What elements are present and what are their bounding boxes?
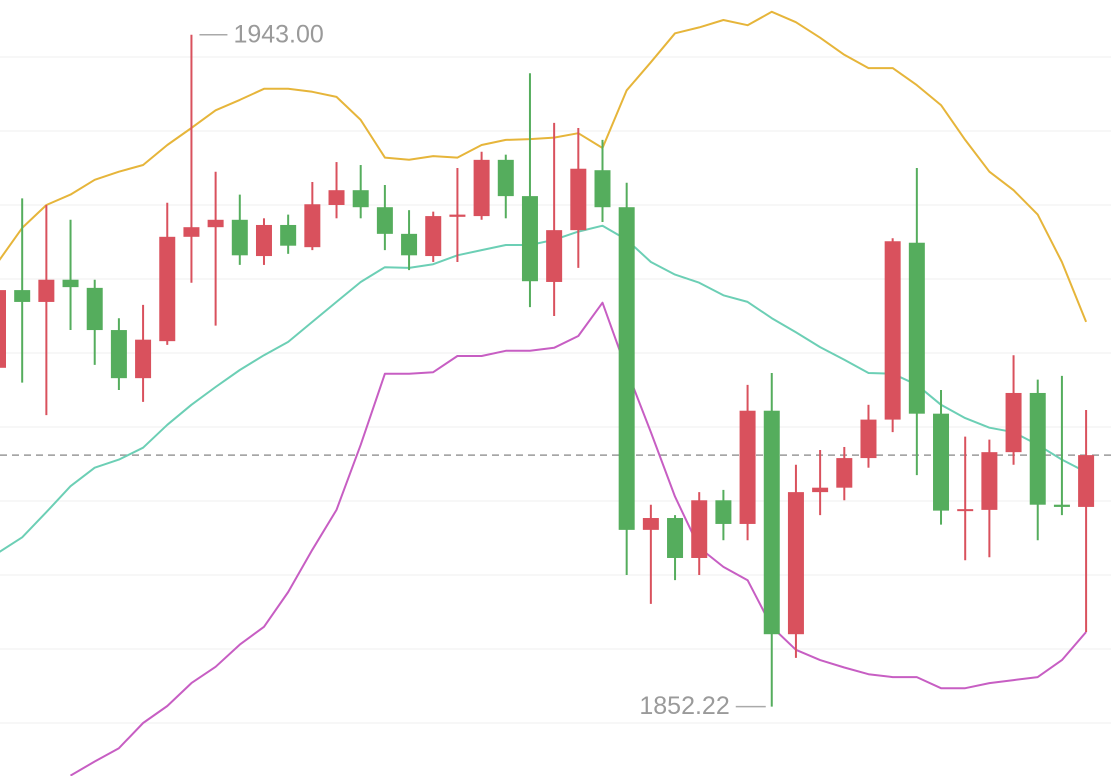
candle-body [812,487,829,493]
candle-body [497,159,514,197]
candle-body [908,242,925,414]
candle-body [715,500,732,524]
candle-body [86,287,103,331]
candle-body [739,410,756,524]
candle-body [183,227,200,237]
candle-body [401,233,418,256]
candle-body [642,518,659,530]
candle-body [376,207,393,234]
candle-body [691,500,708,558]
candle-body [207,219,224,228]
candle-body [425,216,442,257]
candle-body [110,330,127,379]
candle-body [38,279,55,302]
candle-body [1029,392,1046,505]
candle-body [763,410,780,635]
candle-body [884,241,901,420]
upper-band [0,10,1088,323]
candle-body [14,290,31,302]
candle-body [159,236,176,342]
candle-body [304,204,321,248]
candle-body [594,170,611,208]
annotation-label: 1943.00 [233,20,323,48]
candle-body [787,492,804,635]
candle-body [521,196,538,282]
candle-body [618,207,635,530]
candle-body [352,190,369,208]
candle-body [546,230,563,282]
lower-band [69,301,1087,776]
candle-body [933,413,950,511]
candle-body [667,518,684,558]
candle-body [836,458,853,488]
candle-body [449,214,466,217]
candle-body [570,168,587,231]
candle-body [981,452,998,510]
middle-band [0,224,1087,553]
candle-body [328,190,345,205]
candle-body [1005,392,1022,453]
candle-body [255,224,272,257]
candle-body [473,159,490,217]
candle-body [1078,455,1095,507]
candle-body [1053,504,1070,507]
annotation-label: 1852.22 [639,692,729,720]
candle-body [0,290,6,368]
candle-body [135,339,152,379]
candle-body [957,509,974,512]
candle-body [280,224,297,246]
candle-body [62,279,79,288]
candle-body [860,419,877,459]
candle-body [231,219,248,256]
